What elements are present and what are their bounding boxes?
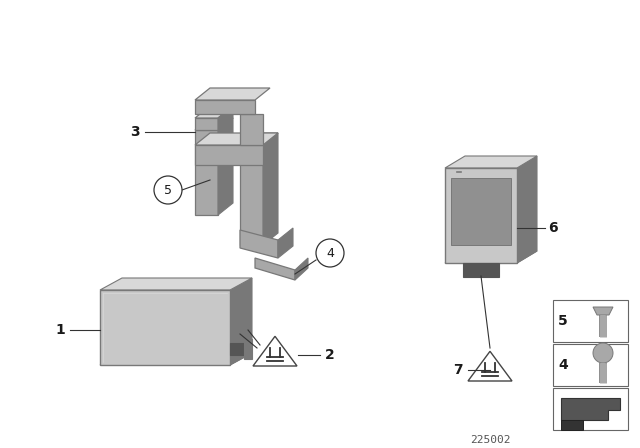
Polygon shape [100,278,252,290]
Polygon shape [593,307,613,315]
FancyBboxPatch shape [553,388,628,430]
Polygon shape [195,100,255,114]
Polygon shape [295,258,308,280]
Polygon shape [517,156,537,263]
Text: 6: 6 [548,221,557,235]
Polygon shape [195,130,218,215]
Text: 225002: 225002 [470,435,510,445]
Polygon shape [244,339,252,359]
Text: 4: 4 [558,358,568,372]
Polygon shape [195,145,263,165]
Polygon shape [240,145,263,245]
FancyBboxPatch shape [553,300,628,342]
Polygon shape [255,258,295,280]
Polygon shape [253,336,297,366]
Polygon shape [218,118,233,215]
Text: 5: 5 [164,184,172,197]
Polygon shape [240,114,263,145]
Polygon shape [100,353,252,365]
Polygon shape [561,398,620,420]
Text: 4: 4 [326,246,334,259]
Polygon shape [240,230,278,258]
Polygon shape [263,133,278,245]
Polygon shape [451,178,511,245]
Polygon shape [195,118,218,130]
Polygon shape [561,420,583,430]
Text: 1: 1 [55,323,65,337]
Polygon shape [195,88,270,100]
Text: 2: 2 [325,348,335,362]
Polygon shape [463,263,499,277]
Polygon shape [445,156,537,168]
Polygon shape [195,106,233,118]
Circle shape [593,343,613,363]
FancyBboxPatch shape [553,344,628,386]
Circle shape [154,176,182,204]
Polygon shape [468,351,512,381]
Polygon shape [230,343,248,355]
Polygon shape [195,133,278,145]
Polygon shape [195,118,233,130]
Text: 7: 7 [453,363,463,377]
Polygon shape [230,278,252,365]
Polygon shape [100,290,230,365]
Polygon shape [218,106,233,130]
Polygon shape [445,251,537,263]
Polygon shape [240,133,278,145]
Circle shape [316,239,344,267]
Text: 3: 3 [131,125,140,139]
Polygon shape [445,168,517,263]
Polygon shape [278,228,293,258]
Text: 5: 5 [558,314,568,328]
